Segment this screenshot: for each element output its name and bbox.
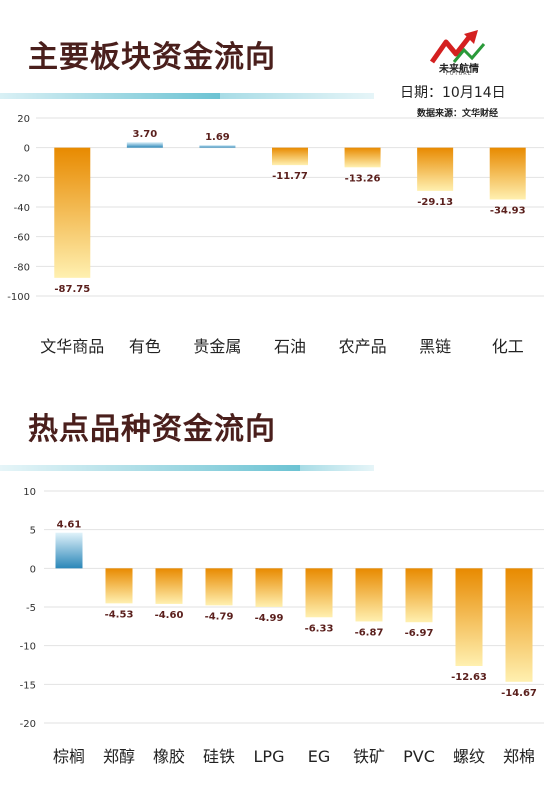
x-category-label: PVC — [403, 747, 435, 766]
section2-title: 热点品种资金流向 — [28, 412, 276, 447]
data-label: -14.67 — [501, 688, 537, 699]
data-label: -11.77 — [272, 171, 308, 182]
x-category-label: 农产品 — [339, 337, 387, 356]
bar — [455, 568, 483, 667]
section1-chart: 20 0 -20 -40 -60 -80 -100 -87.75 文华商品 3.70 有色 1.69 贵… — [7, 114, 544, 356]
x-category-label: 有色 — [129, 337, 161, 356]
section2-chart: 10 5 0 -5 -10 -15 -20 4.61 棕榈 -4.53 郑醇 -4.60 橡胶 -4.79… — [20, 487, 544, 766]
section1-title: 主要板块资金流向 — [28, 40, 276, 75]
logo-sub: FUTURE — [446, 71, 472, 77]
data-label: -6.87 — [355, 627, 384, 638]
y-tick-label: 10 — [23, 487, 36, 498]
data-label: -4.79 — [205, 611, 234, 622]
bar — [54, 147, 91, 278]
y-tick-label: -40 — [14, 203, 30, 214]
bar — [155, 568, 183, 604]
x-category-label: 石油 — [274, 337, 306, 356]
y-tick-label: 20 — [17, 114, 30, 125]
rising-arrow-logo-icon — [429, 30, 486, 64]
section1-stripe-left — [0, 93, 220, 99]
x-category-label: 硅铁 — [203, 747, 235, 766]
bar — [105, 568, 133, 604]
y-tick-label: 0 — [24, 144, 30, 155]
section2-stripe-left — [0, 465, 300, 471]
bar — [344, 147, 381, 168]
x-category-label: 郑醇 — [103, 747, 135, 766]
y-tick-label: -20 — [20, 719, 36, 730]
bar — [126, 142, 163, 148]
x-category-label: 螺纹 — [453, 747, 485, 766]
bar — [55, 532, 83, 569]
bar — [355, 568, 383, 622]
y-tick-label: -60 — [14, 233, 30, 244]
data-label: -13.26 — [345, 173, 381, 184]
y-tick-label: -100 — [7, 292, 30, 303]
x-category-label: 文华商品 — [40, 337, 104, 356]
x-category-label: 棕榈 — [53, 747, 85, 766]
y-tick-label: -80 — [14, 262, 30, 273]
x-category-label: LPG — [254, 747, 285, 766]
section2-stripe-right — [300, 465, 374, 471]
x-category-label: 铁矿 — [353, 747, 385, 766]
y-tick-label: -5 — [26, 603, 36, 614]
date-label: 日期：10月14日 — [400, 85, 506, 101]
bar — [205, 568, 233, 606]
data-label: 4.61 — [57, 520, 82, 531]
data-label: -12.63 — [451, 672, 487, 683]
source-label: 数据来源：文华财经 — [417, 109, 499, 119]
x-category-label: EG — [308, 747, 331, 766]
y-tick-label: -10 — [20, 642, 36, 653]
x-category-label: 郑棉 — [503, 747, 535, 766]
x-category-label: 化工 — [492, 337, 524, 356]
bar — [405, 568, 433, 623]
data-label: -87.75 — [54, 284, 90, 295]
x-category-label: 橡胶 — [153, 747, 185, 766]
data-label: -4.60 — [155, 610, 184, 621]
data-label: -6.33 — [305, 623, 334, 634]
bar — [489, 147, 526, 200]
bar — [417, 147, 454, 191]
data-label: -6.97 — [405, 628, 434, 639]
x-category-label: 贵金属 — [193, 337, 241, 356]
data-label: -29.13 — [417, 197, 453, 208]
data-label: -34.93 — [490, 205, 526, 216]
section1-stripe-right — [220, 93, 374, 99]
y-tick-label: -20 — [14, 173, 30, 184]
data-label: 3.70 — [133, 129, 158, 140]
bar — [305, 568, 333, 618]
data-label: -4.53 — [105, 609, 134, 620]
bar — [199, 145, 236, 148]
y-tick-label: 0 — [30, 564, 36, 575]
y-tick-label: -15 — [20, 680, 36, 691]
bar — [505, 568, 533, 682]
bar — [272, 147, 308, 166]
data-label: 1.69 — [205, 132, 230, 143]
data-label: -4.99 — [255, 613, 284, 624]
y-tick-label: 5 — [30, 526, 36, 537]
logo-name: 未来航情 — [439, 64, 479, 75]
bar — [255, 568, 283, 607]
x-category-label: 黑链 — [419, 337, 451, 356]
